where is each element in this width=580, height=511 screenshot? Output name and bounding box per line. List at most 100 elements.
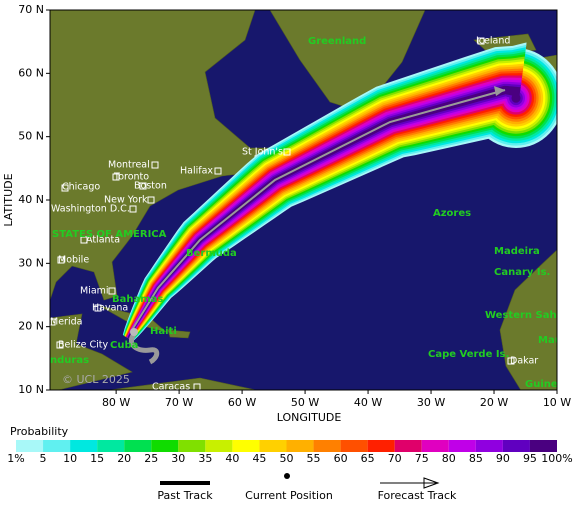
legend-swatch <box>475 440 503 452</box>
probability-swath <box>122 42 557 342</box>
legend-swatch <box>43 440 71 452</box>
city-label: Havana <box>92 303 128 314</box>
land <box>50 10 557 390</box>
city-marker <box>50 318 56 326</box>
city-marker <box>94 304 102 312</box>
city-label: Chicago <box>62 182 100 193</box>
legend-swatch <box>394 440 422 452</box>
legend-swatch <box>367 440 395 452</box>
copyright: © UCL 2025 <box>62 373 130 386</box>
legend-label: 85 <box>469 452 483 465</box>
x-axis-title: LONGITUDE <box>277 411 342 424</box>
city-label: Washington D.C. <box>51 204 130 215</box>
city-label: Miami <box>80 286 109 297</box>
legend-swatch <box>205 440 233 452</box>
region-label: Madeira <box>494 246 540 257</box>
forecast-arrow-symbol <box>423 477 440 489</box>
legend-label: 100% <box>541 452 572 465</box>
city-marker <box>108 287 116 295</box>
legend-label: 65 <box>361 452 375 465</box>
city-label: Atlanta <box>86 235 120 246</box>
x-tick-label: 10 W <box>543 396 571 409</box>
city-marker <box>507 357 515 365</box>
city-label: Belize City <box>58 340 108 351</box>
legend-label: 35 <box>198 452 212 465</box>
city-marker <box>57 256 65 264</box>
y-tick-label: 40 N <box>18 193 44 206</box>
city-label: Montreal <box>108 160 150 171</box>
y-tick-label: 20 N <box>18 320 44 333</box>
region-label: Cape Verde Is. <box>428 349 509 360</box>
region-label: Mauri <box>538 335 570 346</box>
legend-swatch <box>529 440 557 452</box>
forecast-track <box>131 89 506 331</box>
city-marker <box>80 236 88 244</box>
region-label: Greenland <box>308 36 366 47</box>
x-tick-label: 80 W <box>102 396 130 409</box>
x-tick-label: 40 W <box>354 396 382 409</box>
city-label: Mobile <box>58 255 89 266</box>
forecast-track-label: Forecast Track <box>378 489 457 502</box>
region-label: Canary Is. <box>494 267 550 278</box>
legend-swatch <box>448 440 476 452</box>
swath-band <box>126 79 522 339</box>
region-label: STATES OF AMERICA <box>52 229 167 240</box>
past-track-label: Past Track <box>157 489 213 502</box>
region-label: Bahamas <box>112 294 163 305</box>
region-label: Western Saha <box>485 310 563 321</box>
y-tick-label: 10 N <box>18 383 44 396</box>
city-label: Dakar <box>510 356 538 367</box>
legend-swatch <box>151 440 179 452</box>
legend-label: 1% <box>7 452 24 465</box>
city-marker <box>283 148 291 156</box>
legend-title: Probability <box>10 425 69 438</box>
region-label: Azores <box>433 208 471 219</box>
legend-label: 60 <box>334 452 348 465</box>
city-marker <box>193 383 201 390</box>
past-track <box>128 332 160 365</box>
city-marker <box>56 341 64 349</box>
legend-swatch <box>70 440 98 452</box>
legend-label: 30 <box>171 452 185 465</box>
legend-label: 10 <box>63 452 77 465</box>
y-tick-label: 30 N <box>18 256 44 269</box>
x-tick-label: 30 W <box>417 396 445 409</box>
legend-label: 45 <box>252 452 266 465</box>
legend-label: 95 <box>523 452 537 465</box>
legend-swatch <box>286 440 314 452</box>
current-position <box>130 328 138 336</box>
region-label: Haiti <box>150 326 177 337</box>
city-label: Iceland <box>476 36 510 47</box>
legend-label: 40 <box>225 452 239 465</box>
current-position-symbol <box>284 473 290 479</box>
region-label: Guinea <box>525 379 564 390</box>
region-label: Bermuda <box>186 248 237 259</box>
city-marker <box>112 173 120 181</box>
city-label: Boston <box>134 181 167 192</box>
city-marker <box>477 37 485 45</box>
legend-swatch <box>502 440 530 452</box>
x-tick-label: 70 W <box>165 396 193 409</box>
x-tick-label: 50 W <box>291 396 319 409</box>
city-label: Toronto <box>113 172 149 183</box>
city-marker <box>214 167 222 175</box>
legend-swatch <box>232 440 260 452</box>
city-label: St John's <box>242 147 283 158</box>
legend-swatch <box>421 440 449 452</box>
legend-label: 90 <box>496 452 510 465</box>
legend-swatch <box>178 440 206 452</box>
city-marker <box>147 196 155 204</box>
x-tick-label: 60 W <box>228 396 256 409</box>
city-label: New York <box>104 195 148 206</box>
legend-swatch <box>259 440 287 452</box>
legend-label: 15 <box>90 452 104 465</box>
legend-label: 55 <box>307 452 321 465</box>
region-label: nduras <box>50 355 89 366</box>
current-position-label: Current Position <box>245 489 333 502</box>
city-marker <box>151 161 159 169</box>
city-label: Caracas <box>152 382 190 393</box>
y-tick-label: 50 N <box>18 130 44 143</box>
legend-label: 75 <box>415 452 429 465</box>
